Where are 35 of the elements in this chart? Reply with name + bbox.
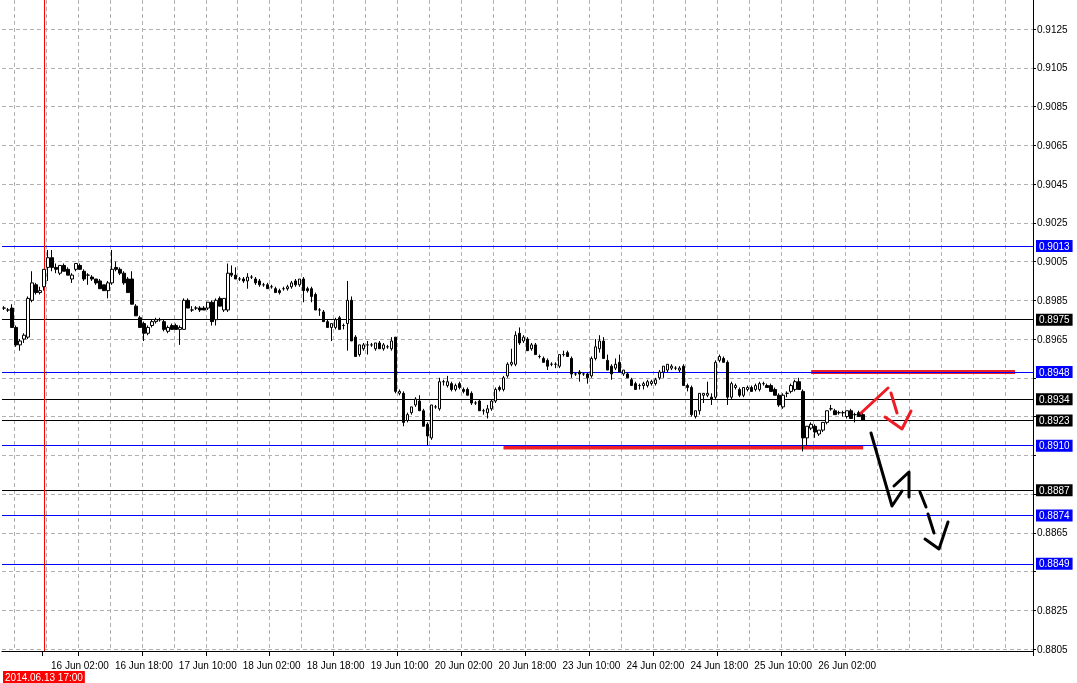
y-tick-label: 0.9105 <box>1037 62 1069 74</box>
y-tick-label: 0.9005 <box>1037 256 1069 268</box>
y-tick-label: 0.9025 <box>1037 217 1069 229</box>
y-tick-label: 0.8965 <box>1037 333 1069 345</box>
x-tick-label: 26 Jun 02:00 <box>818 659 877 671</box>
x-tick-label: 17 Jun 10:00 <box>178 659 238 671</box>
ref-line-label: 0.8849 <box>1039 558 1071 570</box>
x-tick-label: 16 Jun 02:00 <box>50 659 110 671</box>
x-tick-label: 24 Jun 18:00 <box>690 659 749 671</box>
x-tick-label: 20 Jun 18:00 <box>498 659 557 671</box>
ref-line-label: 0.9013 <box>1039 240 1071 252</box>
y-tick-label: 0.8825 <box>1037 604 1069 616</box>
ref-line-label: 0.8874 <box>1039 509 1071 521</box>
x-tick-label: 16 Jun 18:00 <box>114 659 174 671</box>
y-tick-label: 0.9045 <box>1037 178 1069 190</box>
ref-line-label: 0.8910 <box>1039 440 1071 452</box>
y-tick-label: 0.9085 <box>1037 101 1069 113</box>
x-tick-label: 2014.06.13 17:00 <box>4 671 84 683</box>
ref-line-label: 0.8948 <box>1039 366 1071 378</box>
ref-line-label: 0.8975 <box>1039 314 1071 326</box>
x-tick-label: 19 Jun 10:00 <box>370 659 429 671</box>
x-tick-label: 23 Jun 10:00 <box>562 659 621 671</box>
y-tick-label: 0.8805 <box>1037 643 1069 655</box>
ref-line-label: 0.8887 <box>1039 484 1071 496</box>
x-tick-label: 24 Jun 02:00 <box>626 659 685 671</box>
y-tick-label: 0.9065 <box>1037 139 1069 151</box>
x-tick-label: 18 Jun 18:00 <box>306 659 365 671</box>
ref-line-label: 0.8934 <box>1039 393 1071 405</box>
y-tick-label: 0.9125 <box>1037 23 1069 35</box>
ref-line-label: 0.8923 <box>1039 414 1071 426</box>
y-tick-label: 0.8865 <box>1037 527 1069 539</box>
y-tick-label: 0.8985 <box>1037 294 1069 306</box>
x-tick-label: 18 Jun 02:00 <box>242 659 302 671</box>
x-tick-label: 25 Jun 10:00 <box>754 659 813 671</box>
x-tick-label: 20 Jun 02:00 <box>434 659 493 671</box>
